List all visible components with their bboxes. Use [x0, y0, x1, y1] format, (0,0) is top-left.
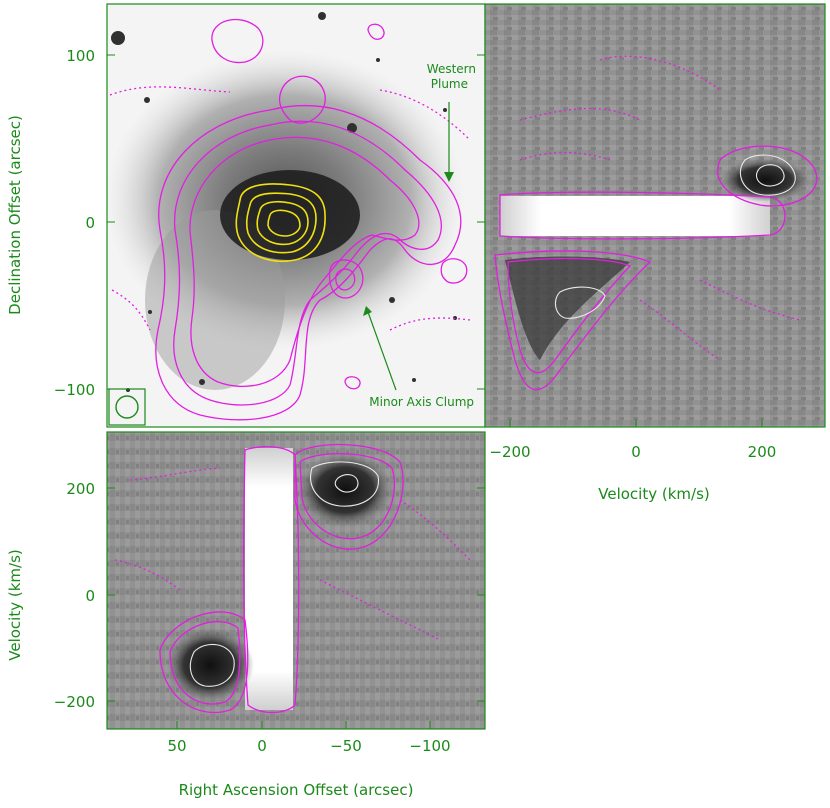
right-pv-approaching-arm [505, 256, 630, 360]
sky-y-ticks [107, 54, 485, 390]
minor-axis-arrow [367, 311, 397, 391]
beam-box [108, 388, 146, 426]
bottom-xtick-minus50: −50 [330, 737, 362, 755]
bottom-xlabel: Right Ascension Offset (arcsec) [179, 781, 414, 799]
right-xtick-minus200: −200 [489, 443, 530, 461]
right-pv-contours [494, 55, 818, 391]
bottom-ytick-minus200: −200 [54, 693, 95, 711]
annotation-western: Western [427, 62, 476, 76]
right-xlabel: Velocity (km/s) [598, 485, 709, 503]
sky-hi-contours [109, 18, 471, 421]
field-stars [111, 12, 457, 392]
sky-ytick-0: 0 [85, 214, 95, 232]
annotation-minor-axis-clump: Minor Axis Clump [369, 395, 474, 409]
bottom-ylabel: Velocity (km/s) [6, 549, 24, 660]
right-xtick-200: 200 [748, 443, 777, 461]
bottom-xtick-50: 50 [167, 737, 186, 755]
bottom-ytick-200: 200 [66, 480, 95, 498]
bottom-pv-frame [106, 431, 486, 730]
bottom-xtick-0: 0 [257, 737, 267, 755]
sky-ytick-100: 100 [66, 47, 95, 65]
right-xtick-0: 0 [631, 443, 641, 461]
sky-ytick-minus100: −100 [54, 381, 95, 399]
beam-ellipse [115, 395, 139, 419]
bottom-ytick-0: 0 [85, 587, 95, 605]
right-pv-panel [485, 4, 825, 427]
bottom-ticks [107, 487, 485, 729]
galaxy-southern-lobe [145, 210, 285, 390]
bottom-xtick-minus100: −100 [409, 737, 450, 755]
bottom-pv-contours [114, 443, 471, 714]
sky-ylabel: Declination Offset (arcsec) [6, 115, 24, 315]
bottom-pv-receding-clump [297, 452, 393, 528]
sky-panel: Western Plume Minor Axis Clump [107, 4, 485, 427]
sky-inner-contours [235, 183, 326, 262]
bottom-pv-panel [107, 432, 485, 729]
minor-axis-arrowhead [363, 306, 372, 316]
right-pv-frame [484, 3, 826, 428]
galaxy-core [220, 170, 360, 260]
annotation-plume: Plume [431, 77, 468, 91]
right-pv-bright-band [500, 196, 770, 236]
bottom-pv-approaching-clump [166, 627, 254, 703]
right-x-ticks [509, 419, 763, 427]
western-plume-arrowhead [444, 172, 454, 182]
